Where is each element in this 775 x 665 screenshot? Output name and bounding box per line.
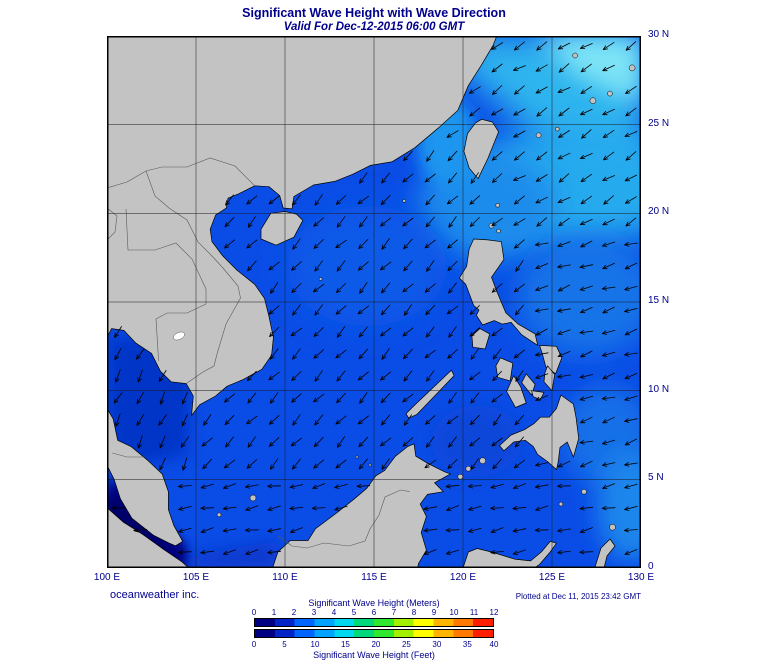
meters-tick: 2: [291, 608, 297, 617]
feet-tick: 20: [371, 640, 381, 649]
credit-text: oceanweather inc.: [110, 589, 200, 601]
lakes: [173, 331, 185, 341]
legend-feet-ticks: 0 5 10 15 20 25 30 35 40: [251, 640, 499, 649]
feet-tick: 10: [310, 640, 320, 649]
wave-direction-arrows: [111, 41, 638, 555]
x-tick: 110 E: [272, 572, 298, 583]
y-tick: 25 N: [648, 117, 670, 129]
y-tick: 0: [648, 561, 654, 572]
feet-tick: 0: [251, 640, 257, 649]
country-borders: [106, 157, 410, 549]
grid-lines: [107, 36, 641, 568]
y-tick: 30 N: [648, 29, 670, 40]
meters-tick: 1: [271, 608, 277, 617]
colorbar-feet: [254, 629, 494, 638]
map-area: [106, 35, 687, 569]
meters-tick: 5: [351, 608, 357, 617]
feet-tick: 25: [401, 640, 411, 649]
land-masses: [106, 35, 636, 569]
meters-tick: 3: [311, 608, 317, 617]
meters-tick: 6: [371, 608, 377, 617]
legend-meters-ticks: 0 1 2 3 4 5 6 7 8 9 10 11 12: [251, 608, 499, 617]
map-svg: [106, 35, 687, 569]
feet-tick: 5: [282, 640, 287, 649]
meters-tick: 11: [469, 608, 479, 617]
y-tick: 5 N: [648, 472, 664, 484]
x-tick: 105 E: [182, 572, 210, 583]
feet-tick: 15: [340, 640, 350, 649]
x-tick: 115 E: [361, 572, 387, 583]
y-tick: 15 N: [648, 295, 670, 306]
plotted-timestamp: Plotted at Dec 11, 2015 23:42 GMT: [515, 592, 641, 601]
colorbar-meters: [254, 618, 494, 627]
x-axis-labels: 100 E 105 E 110 E 115 E 120 E 125 E 130 E: [94, 572, 654, 586]
x-tick: 100 E: [93, 572, 121, 583]
y-tick: 10 N: [648, 383, 670, 395]
x-tick: 130 E: [627, 572, 655, 583]
valid-time-subtitle: Valid For Dec-12-2015 06:00 GMT: [283, 21, 465, 33]
legend-feet-label: Significant Wave Height (Feet): [313, 650, 435, 660]
map-frame: [107, 36, 641, 568]
meters-tick: 12: [489, 608, 499, 617]
meters-tick: 9: [431, 608, 437, 617]
x-tick: 125 E: [538, 572, 566, 583]
meters-tick: 0: [251, 608, 257, 617]
meters-tick: 8: [411, 608, 417, 617]
feet-tick: 35: [462, 640, 472, 649]
y-tick: 20 N: [648, 206, 670, 218]
meters-tick: 4: [331, 608, 337, 617]
feet-tick: 40: [489, 640, 499, 649]
x-tick: 120 E: [449, 572, 477, 583]
meters-tick: 10: [449, 608, 459, 617]
legend-meters-label: Significant Wave Height (Meters): [308, 598, 440, 608]
y-axis-labels: 0 5 N 10 N 15 N 20 N 25 N 30 N: [648, 29, 693, 572]
meters-tick: 7: [391, 608, 397, 617]
page-title: Significant Wave Height with Wave Direct…: [242, 6, 506, 20]
feet-tick: 30: [432, 640, 442, 649]
